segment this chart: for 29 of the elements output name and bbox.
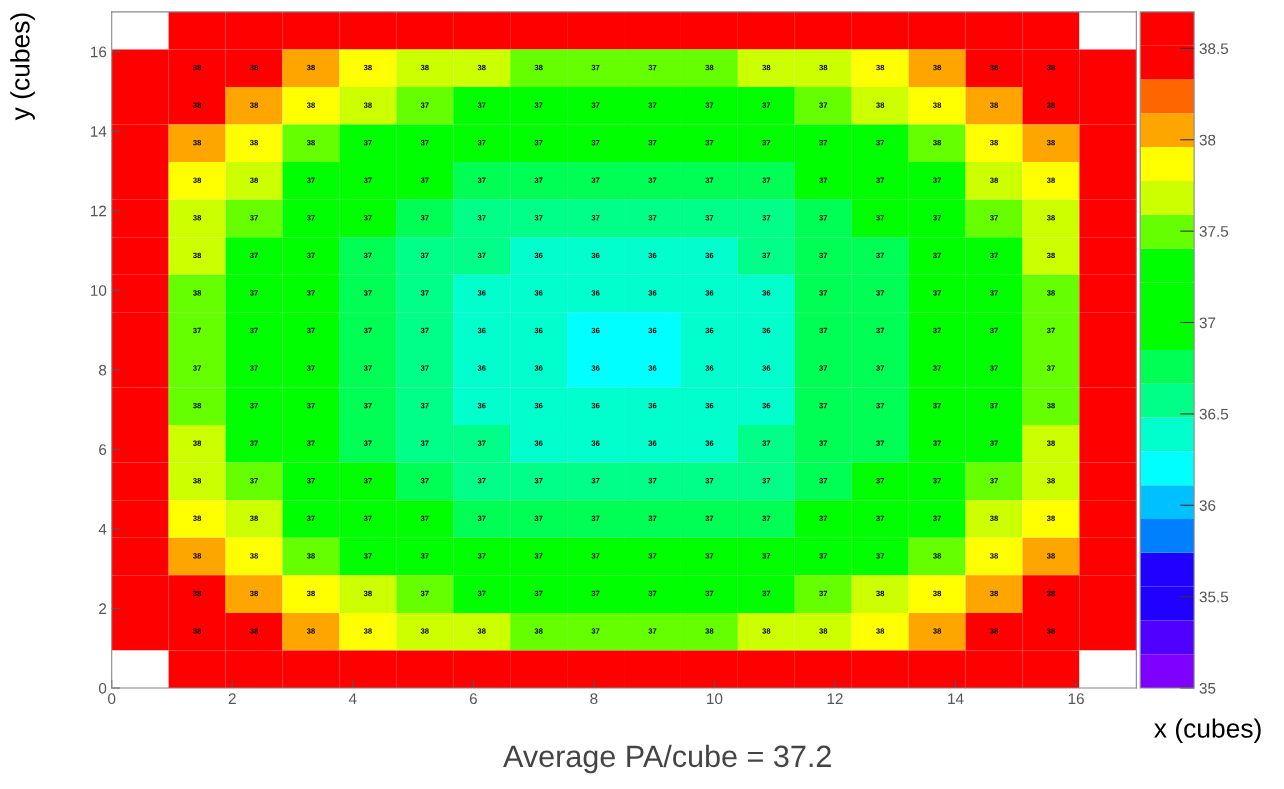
y-tick-label: 6	[99, 444, 107, 456]
color-bar-label: 36.5	[1199, 408, 1229, 420]
x-tick-label: 4	[348, 693, 357, 704]
y-axis-title: y (cubes)	[10, 13, 35, 121]
color-bar-label: 35	[1199, 682, 1216, 694]
x-tick-label: 14	[948, 693, 964, 704]
x-tick-label: 16	[1068, 693, 1084, 705]
x-tick-label: 2	[228, 693, 236, 704]
text: Average PA/cube = 37.2	[503, 744, 831, 774]
x-axis-title: x (cubes)	[1154, 718, 1261, 744]
y-tick-label: 0	[98, 682, 107, 694]
x-tick-label: 6	[469, 693, 477, 705]
y-tick-label: 2	[99, 603, 107, 614]
x-tick-label: 8	[590, 693, 598, 705]
y-tick-label: 14	[91, 126, 107, 137]
y-tick-label: 12	[91, 205, 107, 217]
color-bar-label: 38	[1199, 134, 1216, 146]
color-bar-label: 37	[1199, 317, 1216, 329]
color-bar-label: 38.5	[1199, 43, 1229, 55]
y-tick-label: 8	[99, 364, 107, 376]
x-tick-label: 10	[707, 693, 723, 705]
x-tick-label: 12	[827, 693, 843, 704]
color-bar-label: 36	[1199, 500, 1216, 511]
x-tick-label: 0	[108, 693, 116, 705]
y-tick-label: 10	[91, 285, 107, 296]
color-bar-label: 37.5	[1199, 226, 1229, 237]
color-bar-label: 35.5	[1199, 591, 1229, 603]
y-tick-label: 16	[91, 46, 107, 58]
y-tick-label: 4	[98, 523, 107, 535]
